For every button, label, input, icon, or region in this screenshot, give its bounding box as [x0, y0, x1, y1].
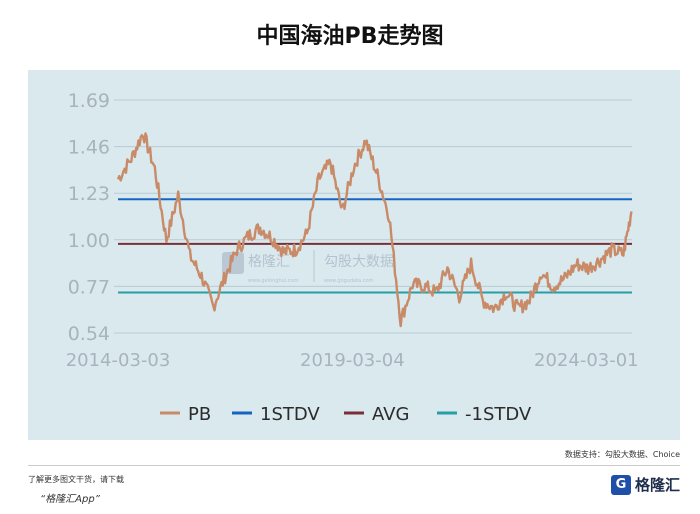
x-axis-ticks: 2014-03-03 2019-03-04 2024-03-01 — [66, 350, 639, 371]
watermark-text-1: 格隆汇 — [248, 254, 290, 270]
footer-note: 了解更多图文干货，请下载 — [28, 475, 124, 484]
footer-divider — [28, 465, 680, 466]
legend-label: PB — [188, 404, 211, 425]
x-tick-label: 2019-03-04 — [300, 350, 405, 371]
footer-app-name: “格隆汇App” — [40, 494, 100, 505]
watermark-site-1: www.gelonghui.com — [248, 278, 299, 284]
y-tick-label: 0.77 — [68, 276, 110, 298]
y-tick-label: 1.46 — [68, 137, 110, 159]
brand-name: 格隆汇 — [634, 476, 680, 494]
brand-logo-icon: G — [610, 474, 631, 495]
y-tick-label: 0.54 — [68, 323, 110, 345]
watermark: 格隆汇 www.gelonghui.com 勾股大数据 www.gogudata… — [222, 250, 394, 284]
x-tick-label: 2024-03-01 — [534, 350, 639, 371]
legend-label: 1STDV — [260, 404, 320, 425]
x-tick-label: 2014-03-03 — [66, 350, 171, 371]
reference-lines — [118, 198, 632, 294]
chart-panel — [28, 70, 680, 440]
legend-label: -1STDV — [465, 404, 532, 425]
watermark-site-2: www.gogudata.com — [324, 278, 374, 284]
brand: G 格隆汇 — [610, 474, 680, 495]
legend: PB 1STDV AVG -1STDV — [160, 404, 532, 425]
chart-title: 中国海油PB走势图 — [256, 24, 444, 49]
y-tick-label: 1.00 — [68, 230, 110, 252]
data-source: 数据支持：勾股大数据、Choice — [564, 450, 680, 459]
grid-lines — [114, 99, 632, 334]
pb-series-line — [116, 132, 633, 328]
y-tick-label: 1.69 — [68, 90, 110, 112]
y-axis-ticks: 1.69 1.46 1.23 1.00 0.77 0.54 — [68, 90, 110, 345]
y-tick-label: 1.23 — [68, 183, 110, 205]
watermark-text-2: 勾股大数据 — [324, 254, 394, 270]
legend-label: AVG — [372, 404, 409, 425]
